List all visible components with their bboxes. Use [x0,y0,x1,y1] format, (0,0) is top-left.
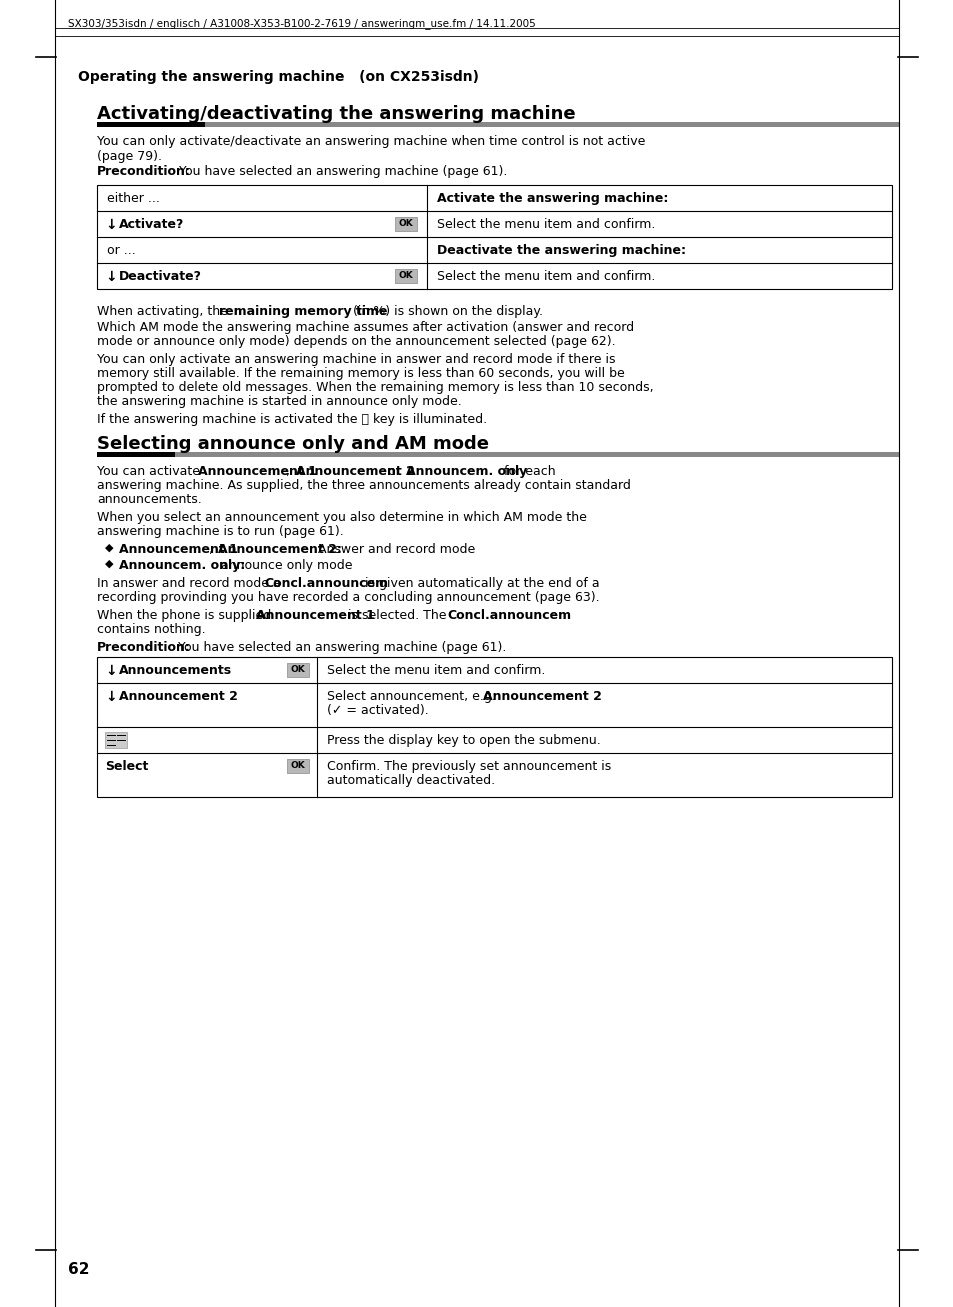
Text: answering machine is to run (page 61).: answering machine is to run (page 61). [97,525,343,538]
Bar [105,732,127,748]
Text: Answer and record mode: Answer and record mode [314,542,475,555]
Text: When you select an announcement you also determine in which AM mode the: When you select an announcement you also… [97,511,586,524]
Text: prompted to delete old messages. When the remaining memory is less than 10 secon: prompted to delete old messages. When th… [97,382,653,393]
Text: Precondition:: Precondition: [97,640,191,654]
Text: (page 79).: (page 79). [97,150,162,163]
Text: announcements.: announcements. [97,493,201,506]
Text: Select: Select [105,759,149,772]
Bar [395,217,416,231]
Text: Activate the answering machine:: Activate the answering machine: [436,192,668,205]
Text: Announcem. only:: Announcem. only: [119,559,245,572]
Text: Confirm. The previously set announcement is: Confirm. The previously set announcement… [327,759,611,772]
Text: is given automatically at the end of a: is given automatically at the end of a [360,576,599,589]
Text: When activating, the: When activating, the [97,305,232,318]
Text: automatically deactivated.: automatically deactivated. [327,774,495,787]
Text: You can only activate an answering machine in answer and record mode if there is: You can only activate an answering machi… [97,353,615,366]
Bar [287,759,309,772]
Text: or: or [384,465,404,478]
Text: OK: OK [398,220,413,229]
Text: ◆: ◆ [105,542,113,553]
Text: Announcement 2: Announcement 2 [119,690,237,703]
Text: ◆: ◆ [105,559,113,569]
Text: for each: for each [499,465,555,478]
Text: Which AM mode the answering machine assumes after activation (answer and record: Which AM mode the answering machine assu… [97,322,634,335]
Text: Activating/deactivating the answering machine: Activating/deactivating the answering ma… [97,105,575,123]
Text: Press the display key to open the submenu.: Press the display key to open the submen… [327,735,600,748]
Text: You can only activate/deactivate an answering machine when time control is not a: You can only activate/deactivate an answ… [97,135,644,148]
Text: ↓: ↓ [105,218,116,233]
Text: You have selected an answering machine (page 61).: You have selected an answering machine (… [173,640,506,654]
Text: Announcement 2: Announcement 2 [295,465,415,478]
Text: (✓ = activated).: (✓ = activated). [327,704,428,718]
Text: the answering machine is started in announce only mode.: the answering machine is started in anno… [97,395,461,408]
Text: OK: OK [291,665,305,674]
Bar [97,452,174,457]
Text: Activate?: Activate? [119,218,184,231]
Text: Announcement 1: Announcement 1 [198,465,316,478]
Text: If the answering machine is activated the Ⓜ key is illuminated.: If the answering machine is activated th… [97,413,487,426]
Text: answering machine. As supplied, the three announcements already contain standard: answering machine. As supplied, the thre… [97,478,630,491]
Text: Deactivate the answering machine:: Deactivate the answering machine: [436,244,685,257]
Text: ↓: ↓ [105,271,116,284]
Text: Announcem. only: Announcem. only [406,465,527,478]
Text: Select the menu item and confirm.: Select the menu item and confirm. [327,664,545,677]
Text: Announcement 1: Announcement 1 [255,609,375,622]
Text: mode or announce only mode) depends on the announcement selected (page 62).: mode or announce only mode) depends on t… [97,335,615,348]
Text: contains nothing.: contains nothing. [97,623,206,637]
Text: OK: OK [291,762,305,771]
Text: SX303/353isdn / englisch / A31008-X353-B100-2-7619 / answeringm_use.fm / 14.11.2: SX303/353isdn / englisch / A31008-X353-B… [68,18,536,29]
Text: OK: OK [398,272,413,281]
Bar [395,269,416,284]
Text: Select announcement, e.g.: Select announcement, e.g. [327,690,499,703]
Bar [174,452,899,457]
Text: In answer and record mode a: In answer and record mode a [97,576,284,589]
Text: remaining memory time: remaining memory time [219,305,387,318]
Bar [97,657,891,797]
Text: When the phone is supplied: When the phone is supplied [97,609,275,622]
Text: Select the menu item and confirm.: Select the menu item and confirm. [436,271,655,284]
Text: Announcement 2: Announcement 2 [482,690,601,703]
Text: Select the menu item and confirm.: Select the menu item and confirm. [436,218,655,231]
Text: You have selected an answering machine (page 61).: You have selected an answering machine (… [174,165,507,178]
Text: You can activate: You can activate [97,465,204,478]
Text: ,: , [209,542,216,555]
Text: ,: , [286,465,294,478]
Bar [97,186,891,289]
Text: Deactivate?: Deactivate? [119,271,202,284]
Text: announce only mode: announce only mode [216,559,352,572]
Bar [205,122,899,127]
Bar [97,122,205,127]
Text: Announcement 1: Announcement 1 [119,542,237,555]
Text: is selected. The: is selected. The [344,609,450,622]
Text: (in %) is shown on the display.: (in %) is shown on the display. [349,305,542,318]
Text: ↓: ↓ [105,664,116,678]
Text: Concl.announcem: Concl.announcem [264,576,388,589]
Text: or ...: or ... [107,244,135,257]
Text: Operating the answering machine   (on CX253isdn): Operating the answering machine (on CX25… [78,71,478,84]
Text: recording provinding you have recorded a concluding announcement (page 63).: recording provinding you have recorded a… [97,591,599,604]
Text: Selecting announce only and AM mode: Selecting announce only and AM mode [97,435,489,454]
Text: either ...: either ... [107,192,160,205]
Text: Concl.announcem: Concl.announcem [447,609,571,622]
Text: ↓: ↓ [105,690,116,704]
Text: Announcement 2:: Announcement 2: [218,542,341,555]
Text: memory still available. If the remaining memory is less than 60 seconds, you wil: memory still available. If the remaining… [97,367,624,380]
Bar [287,663,309,677]
Text: Precondition:: Precondition: [97,165,191,178]
Text: 62: 62 [68,1263,90,1277]
Text: Announcements: Announcements [119,664,232,677]
